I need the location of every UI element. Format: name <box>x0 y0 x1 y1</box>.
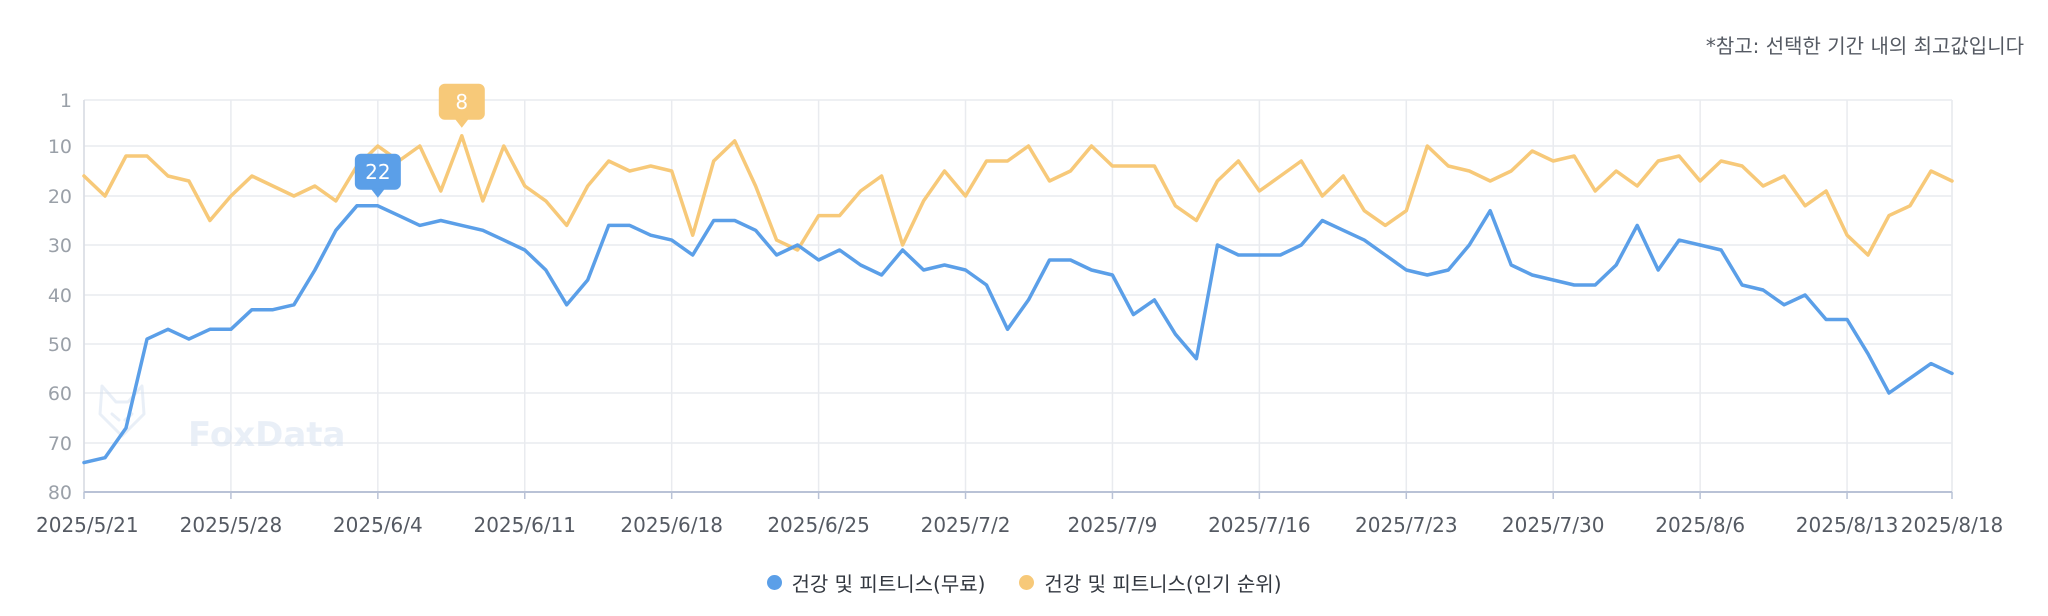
legend-label: 건강 및 피트니스(인기 순위) <box>1044 572 1282 596</box>
x-tick-label: 2025/7/9 <box>1068 513 1158 537</box>
peak-callouts: 22 8 <box>354 83 485 198</box>
legend-dot-orange <box>1019 575 1035 590</box>
x-tick-label: 2025/8/13 <box>1796 513 1899 537</box>
y-tick-label: 30 <box>48 235 72 257</box>
callout-label: 8 <box>455 90 468 114</box>
x-tick-label: 2025/6/25 <box>767 513 870 537</box>
y-tick-label: 50 <box>48 334 72 356</box>
y-tick-label: 40 <box>48 285 72 307</box>
x-tick-label: 2025/6/11 <box>473 513 576 537</box>
x-tick-label: 2025/8/18 <box>1901 513 2004 537</box>
x-tick-label: 2025/7/23 <box>1355 513 1458 537</box>
y-tick-label: 70 <box>48 433 72 455</box>
callout-box <box>354 153 401 190</box>
x-tick-label: 2025/5/28 <box>180 513 283 537</box>
callout-box <box>438 83 485 120</box>
x-tick-label: 2025/7/16 <box>1208 513 1311 537</box>
callout-pointer <box>454 118 469 128</box>
callout-label: 22 <box>365 160 390 184</box>
x-tick-label: 2025/8/6 <box>1655 513 1745 537</box>
x-tick-label: 2025/6/18 <box>620 513 723 537</box>
callout-pointer <box>370 188 385 198</box>
legend-item-free[interactable]: 건강 및 피트니스(무료) <box>766 568 986 597</box>
legend: 건강 및 피트니스(무료) 건강 및 피트니스(인기 순위) <box>0 568 2048 597</box>
x-tick-label: 2025/6/4 <box>333 513 423 537</box>
foxdata-watermark: FoxData <box>98 384 346 455</box>
y-tick-label: 20 <box>48 186 72 208</box>
y-axis: 1 10 20 30 40 50 60 70 80 <box>48 90 85 504</box>
peak-note: *참고: 선택한 기간 내의 최고값입니다 <box>1705 34 2024 58</box>
y-tick-label: 80 <box>48 482 72 504</box>
legend-label: 건강 및 피트니스(무료) <box>791 572 986 596</box>
x-tick-label: 2025/7/2 <box>921 513 1011 537</box>
x-tick-label: 2025/5/21 <box>36 513 139 537</box>
watermark-text: FoxData <box>188 415 346 455</box>
callout-0: 22 <box>354 153 401 198</box>
series-line-0 <box>82 204 1954 465</box>
x-tick-label: 2025/7/30 <box>1502 513 1605 537</box>
legend-dot-blue <box>766 575 782 590</box>
callout-1: 8 <box>438 83 485 128</box>
y-tick-label: 60 <box>48 383 72 405</box>
y-tick-label: 10 <box>48 136 72 158</box>
legend-item-top-chart[interactable]: 건강 및 피트니스(인기 순위) <box>1019 568 1282 597</box>
x-axis: 2025/5/21 2025/5/28 2025/6/4 2025/6/11 2025/… <box>36 491 2004 537</box>
y-tick-label: 1 <box>60 90 72 112</box>
